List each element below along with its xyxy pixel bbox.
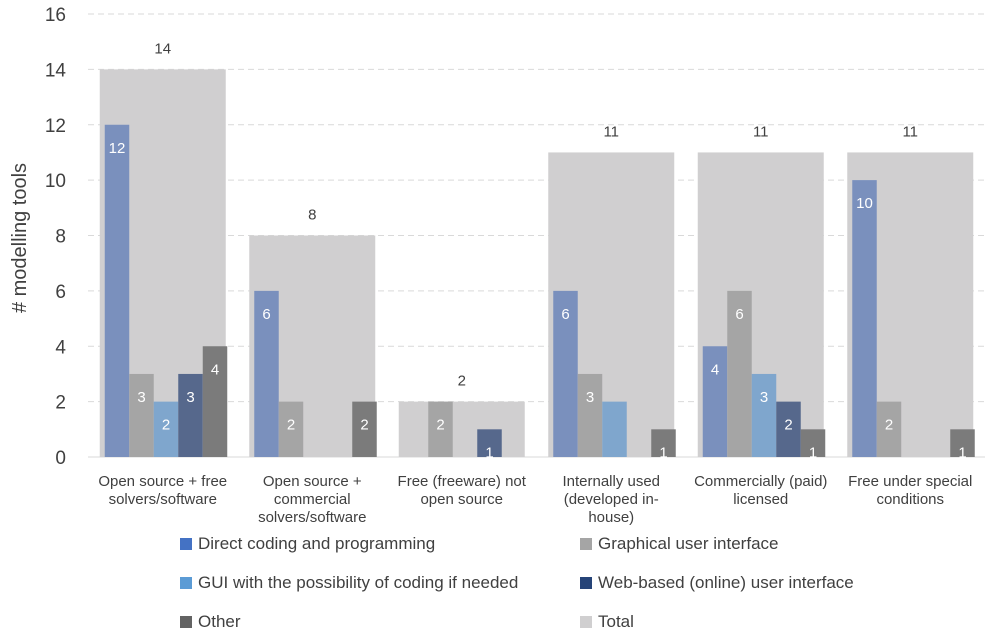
series-bar bbox=[278, 401, 304, 457]
y-axis: 0 2 4 6 8 10 12 14 16 bbox=[45, 5, 67, 469]
total-bar bbox=[398, 401, 525, 457]
y-tick-label: 14 bbox=[45, 60, 67, 81]
total-data-label: 2 bbox=[458, 373, 466, 390]
bar-data-label: 3 bbox=[586, 389, 594, 406]
y-tick-label: 10 bbox=[45, 171, 66, 192]
bar-data-label: 6 bbox=[735, 306, 743, 323]
series-bar bbox=[352, 401, 377, 457]
series-bar bbox=[477, 429, 502, 457]
y-tick-label: 6 bbox=[55, 282, 66, 303]
series-bar bbox=[254, 290, 279, 457]
bar-data-label: 4 bbox=[211, 361, 219, 378]
x-axis: Open source + free solvers/software Open s… bbox=[98, 473, 972, 526]
series-bar bbox=[950, 429, 975, 457]
series-bar bbox=[776, 401, 801, 457]
series-bar bbox=[428, 401, 453, 457]
bar-data-label: 2 bbox=[885, 417, 893, 434]
bar-data-label: 2 bbox=[162, 417, 170, 434]
series-bar bbox=[577, 373, 603, 457]
bar-data-label: 3 bbox=[760, 389, 768, 406]
y-tick-label: 4 bbox=[55, 337, 66, 358]
series-bar bbox=[876, 401, 902, 457]
bar-data-label: 2 bbox=[287, 417, 295, 434]
y-tick-label: 2 bbox=[55, 393, 66, 414]
bar-data-label: 2 bbox=[784, 417, 792, 434]
gridlines bbox=[88, 13, 985, 458]
total-data-label: 11 bbox=[902, 123, 918, 140]
total-data-label: 11 bbox=[753, 123, 769, 140]
x-tick-label: Commercially (paid) licensed bbox=[694, 473, 827, 508]
series-bar bbox=[129, 373, 154, 457]
total-data-label: 8 bbox=[308, 207, 316, 224]
x-tick-label: Open source + commercial solvers/software bbox=[258, 473, 366, 526]
series-bar bbox=[651, 429, 676, 457]
series-bar bbox=[727, 290, 752, 457]
x-tick-label: Open source + free solvers/software bbox=[98, 473, 227, 508]
y-tick-label: 12 bbox=[45, 116, 66, 137]
bar-data-label: 3 bbox=[186, 389, 194, 406]
bar-data-label: 12 bbox=[109, 140, 126, 157]
bar-data-label: 3 bbox=[137, 389, 145, 406]
series-bar bbox=[702, 346, 728, 457]
bar-data-label: 2 bbox=[436, 417, 444, 434]
total-data-label: 14 bbox=[154, 40, 171, 57]
series-bar bbox=[178, 373, 203, 457]
y-axis-label: # modelling tools bbox=[9, 163, 31, 313]
bar-data-label: 6 bbox=[561, 306, 569, 323]
bar-data-label: 10 bbox=[856, 195, 873, 212]
bar-data-label: 1 bbox=[659, 444, 667, 461]
y-tick-label: 8 bbox=[55, 227, 66, 248]
y-tick-label: 16 bbox=[45, 5, 66, 26]
bar-data-label: 4 bbox=[711, 361, 719, 378]
series-bar bbox=[751, 373, 777, 457]
series-bar bbox=[553, 290, 578, 457]
series-bar bbox=[202, 346, 228, 457]
x-tick-label: Free (freeware) not open source bbox=[398, 473, 527, 508]
bar-data-label: 1 bbox=[485, 444, 493, 461]
bar-data-label: 1 bbox=[809, 444, 817, 461]
total-data-label: 11 bbox=[603, 123, 619, 140]
series-bar bbox=[104, 124, 130, 457]
series-bar bbox=[602, 401, 627, 457]
series-bar bbox=[153, 401, 179, 457]
y-tick-label: 0 bbox=[55, 448, 66, 469]
series-bar bbox=[800, 429, 826, 457]
x-tick-label: Free under special conditions bbox=[848, 473, 972, 508]
x-tick-label: Internally used (developed in-house) bbox=[562, 473, 660, 526]
bar-data-label: 1 bbox=[958, 444, 966, 461]
bar-data-label: 2 bbox=[360, 417, 368, 434]
series-bar bbox=[852, 180, 877, 457]
bar-data-label: 6 bbox=[262, 306, 270, 323]
